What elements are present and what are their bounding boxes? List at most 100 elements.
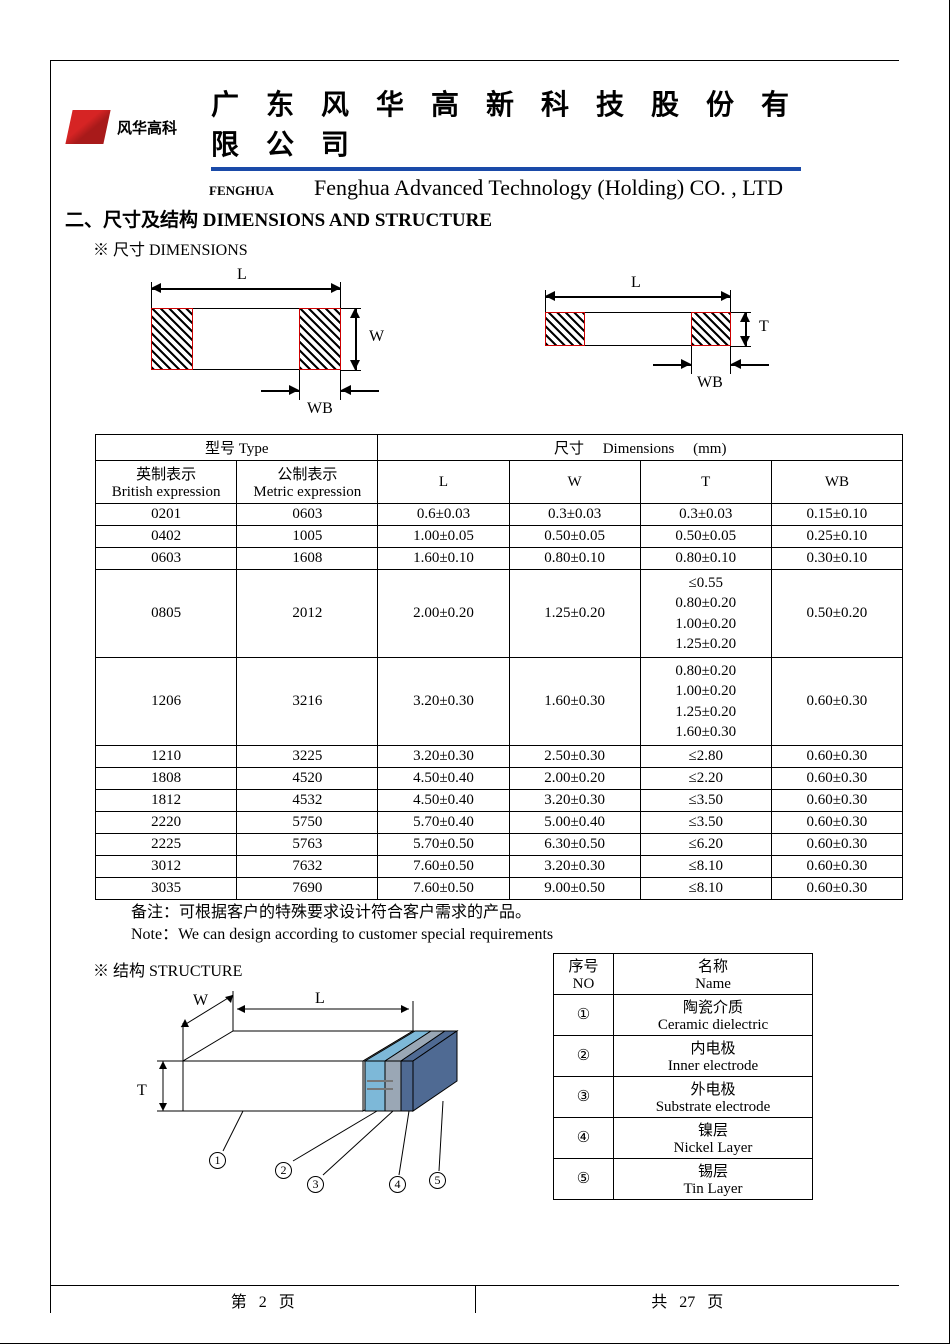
total-num: 27 [679, 1294, 695, 1311]
table-row: 181245324.50±0.403.20±0.30≤3.500.60±0.30 [96, 790, 903, 812]
logo-row: 风华高科 广 东 风 华 高 新 科 技 股 份 有 限 公 司 [51, 83, 899, 171]
th-metric: 公制表示 Metric expression [237, 461, 378, 504]
cell: 5.70±0.40 [378, 812, 509, 834]
th-type-group: 型号 Type [96, 435, 378, 461]
dim-unit: (mm) [693, 441, 726, 457]
cell-no: ⑤ [554, 1158, 614, 1199]
name-cn: 名称 [620, 955, 806, 976]
cell: 0.50±0.20 [771, 570, 902, 658]
cell-name: 外电极Substrate electrode [614, 1076, 813, 1117]
cell: 3035 [96, 878, 237, 900]
cell: 0.60±0.30 [771, 856, 902, 878]
section-title: 二、尺寸及结构 DIMENSIONS AND STRUCTURE [51, 201, 899, 232]
side-view-figure: L T WB [541, 272, 801, 422]
cell: 3.20±0.30 [509, 790, 640, 812]
struct-label-L: L [315, 990, 325, 1008]
cell: 0805 [96, 570, 237, 658]
cell: 1812 [96, 790, 237, 812]
cell-name: 镍层Nickel Layer [614, 1117, 813, 1158]
cell-name: 锡层Tin Layer [614, 1158, 813, 1199]
cell: 0.3±0.03 [509, 504, 640, 526]
footer-total: 共 27 页 [476, 1286, 900, 1313]
page-prefix: 第 [231, 1294, 247, 1311]
cell: 3216 [237, 658, 378, 746]
page-num: 2 [259, 1294, 267, 1311]
cell: 0402 [96, 526, 237, 548]
cell: ≤6.20 [640, 834, 771, 856]
cell: 1.60±0.30 [509, 658, 640, 746]
cell: 7.60±0.50 [378, 856, 509, 878]
metric-cn: 公制表示 [241, 463, 373, 484]
callout-5: 5 [429, 1172, 446, 1189]
cell: 0603 [237, 504, 378, 526]
table-row: 303576907.60±0.509.00±0.50≤8.100.60±0.30 [96, 878, 903, 900]
table-head: 型号 Type 尺寸 Dimensions (mm) 英制表示 British … [96, 435, 903, 504]
cell: 1608 [237, 548, 378, 570]
cell: 3.20±0.30 [378, 658, 509, 746]
brand-en: FENGHUA [209, 183, 274, 199]
no-cn: 序号 [560, 955, 607, 976]
cell: 0.80±0.10 [640, 548, 771, 570]
dimension-figures: L W WB L [51, 272, 899, 422]
cell: ≤8.10 [640, 856, 771, 878]
structure-sub-title: ※ 结构 STRUCTURE [93, 953, 513, 987]
total-suffix: 页 [707, 1294, 723, 1311]
cell: ≤3.50 [640, 790, 771, 812]
company-name-en: Fenghua Advanced Technology (Holding) CO… [314, 175, 783, 201]
table-row: 180845204.50±0.402.00±0.20≤2.200.60±0.30 [96, 768, 903, 790]
cell: 4.50±0.40 [378, 790, 509, 812]
structure-left: ※ 结构 STRUCTURE [93, 953, 513, 1200]
cell: 7690 [237, 878, 378, 900]
structure-figure: W L T 1 2 3 4 5 [93, 991, 513, 1196]
cell-no: ① [554, 994, 614, 1035]
cell: 1206 [96, 658, 237, 746]
british-cn: 英制表示 [100, 463, 232, 484]
cell-no: ④ [554, 1117, 614, 1158]
label-L-2: L [631, 274, 641, 292]
cell: 1.00±0.05 [378, 526, 509, 548]
cell: 2225 [96, 834, 237, 856]
page: 风华高科 广 东 风 华 高 新 科 技 股 份 有 限 公 司 FENGHUA… [0, 0, 950, 1344]
table-row: 121032253.20±0.302.50±0.30≤2.800.60±0.30 [96, 746, 903, 768]
cell: 5763 [237, 834, 378, 856]
cell: 3.20±0.30 [378, 746, 509, 768]
cell: 0.60±0.30 [771, 790, 902, 812]
cell: 4520 [237, 768, 378, 790]
th-dim-group: 尺寸 Dimensions (mm) [378, 435, 903, 461]
cell: 5.00±0.40 [509, 812, 640, 834]
label-WB-2: WB [697, 374, 723, 392]
cell: 7632 [237, 856, 378, 878]
cell: ≤2.80 [640, 746, 771, 768]
note-en: Note：We can design according to customer… [131, 924, 899, 946]
label-WB-1: WB [307, 400, 333, 418]
metric-en: Metric expression [241, 484, 373, 501]
cell: 2.50±0.30 [509, 746, 640, 768]
th-L: L [378, 461, 509, 504]
cell-name: 内电极Inner electrode [614, 1035, 813, 1076]
cell: 0.50±0.05 [640, 526, 771, 548]
cell: 3225 [237, 746, 378, 768]
cell: 0603 [96, 548, 237, 570]
cell: 0.60±0.30 [771, 878, 902, 900]
cell: ≤8.10 [640, 878, 771, 900]
cell: 0.80±0.10 [509, 548, 640, 570]
dim-en: Dimensions [603, 441, 675, 457]
cell: 0.15±0.10 [771, 504, 902, 526]
cell-no: ② [554, 1035, 614, 1076]
cell: 1808 [96, 768, 237, 790]
structure-section: ※ 结构 STRUCTURE [51, 953, 899, 1200]
table-row: 040210051.00±0.050.50±0.050.50±0.050.25±… [96, 526, 903, 548]
cell: 0.60±0.30 [771, 812, 902, 834]
cell: 4.50±0.40 [378, 768, 509, 790]
cell: 0201 [96, 504, 237, 526]
th-W: W [509, 461, 640, 504]
footer-page: 第 2 页 [51, 1286, 476, 1313]
th-T: T [640, 461, 771, 504]
header-sub-row: FENGHUA Fenghua Advanced Technology (Hol… [51, 175, 899, 201]
cell: 5.70±0.50 [378, 834, 509, 856]
cell: 1210 [96, 746, 237, 768]
cell: 9.00±0.50 [509, 878, 640, 900]
page-suffix: 页 [279, 1294, 295, 1311]
cell: 0.60±0.30 [771, 746, 902, 768]
structure-table: 序号 NO 名称 Name ①陶瓷介质Ceramic dielectric②内电… [553, 953, 813, 1200]
